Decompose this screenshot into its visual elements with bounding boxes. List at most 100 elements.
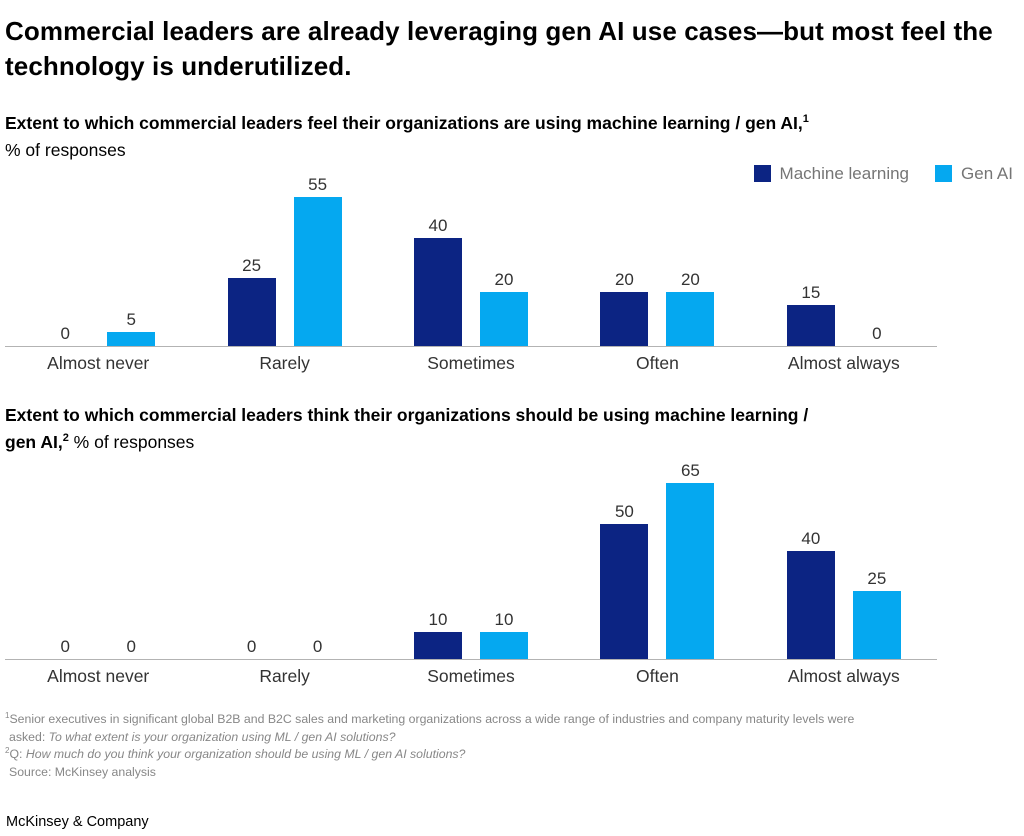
chart-2-title-units: % of responses — [68, 432, 195, 453]
bar-machine-learning — [414, 237, 463, 346]
value-label: 0 — [312, 637, 323, 657]
category-label: Almost never — [47, 666, 150, 687]
bar-gen-ai — [480, 632, 529, 660]
legend-item-machine-learning: Machine learning — [753, 163, 910, 184]
chart-1-title-units: % of responses — [5, 139, 126, 160]
bar-cell: 55 — [293, 174, 342, 346]
chart-1-plot-area: 0 5 25 55 40 20 20 20 15 0 — [5, 176, 937, 347]
value-label: 0 — [126, 637, 136, 657]
mckinsey-wordmark: McKinsey & Company — [6, 814, 149, 830]
bar-machine-learning — [600, 524, 649, 660]
bar-cell: 10 — [480, 610, 529, 660]
value-label: 40 — [801, 529, 821, 549]
category-label: Often — [636, 352, 679, 373]
category-label: Sometimes — [427, 352, 515, 373]
chart-2-title-footnote-marker: 2 — [62, 432, 69, 445]
chart-2-section: Extent to which commercial leaders think… — [5, 402, 1018, 687]
value-label: 20 — [494, 269, 514, 289]
chart-1-title-footnote-marker: 1 — [802, 112, 809, 125]
bar-cell: 40 — [786, 529, 835, 660]
bar-gen-ai — [293, 196, 342, 346]
chart-2-title: Extent to which commercial leaders think… — [5, 402, 1018, 456]
bar-group: 10 10 — [378, 462, 564, 660]
footnotes: 1Senior executives in significant global… — [5, 711, 1018, 781]
chart-2-title-bold-line1: Extent to which commercial leaders think… — [5, 404, 809, 425]
machine-learning-swatch-icon — [753, 165, 771, 183]
bar-group: 20 20 — [564, 176, 750, 346]
value-label: 10 — [494, 610, 514, 630]
bar-cell: 20 — [600, 271, 649, 346]
chart-1-title-bold: Extent to which commercial leaders feel … — [5, 112, 803, 133]
value-label: 65 — [680, 461, 700, 481]
chart-2: 0 0 0 0 10 10 50 65 40 25 Almost never Rarely Somet… — [5, 462, 937, 687]
bar-group: 40 20 — [378, 176, 564, 346]
bar-cell: 40 — [414, 215, 463, 346]
footnote-1-line-1: 1Senior executives in significant global… — [5, 711, 855, 727]
footnote-source: Source: McKinsey analysis — [9, 764, 156, 779]
bar-cell: 0 — [41, 325, 89, 346]
chart-2-x-axis-labels: Almost never Rarely Sometimes Often Almost a… — [5, 666, 937, 687]
bar-cell: 0 — [107, 638, 155, 659]
bar-cell: 0 — [41, 638, 89, 659]
bar-machine-learning — [414, 632, 463, 660]
legend-label-gen-ai: Gen AI — [961, 163, 1013, 183]
legend-item-gen-ai: Gen AI — [935, 164, 1013, 184]
value-label: 50 — [614, 502, 634, 522]
bar-cell: 20 — [666, 269, 715, 346]
bar-cell: 65 — [666, 461, 715, 660]
bar-cell: 0 — [853, 325, 901, 346]
category-label: Almost always — [787, 666, 900, 687]
bar-machine-learning — [600, 291, 649, 346]
bar-cell: 25 — [852, 569, 901, 660]
footnote-1-line-2: asked: To what extent is your organizati… — [9, 729, 396, 744]
bar-cell: 5 — [107, 309, 156, 346]
bar-cell: 0 — [228, 638, 276, 659]
value-label: 15 — [801, 282, 821, 302]
value-label: 5 — [126, 309, 136, 329]
bar-machine-learning — [227, 277, 276, 346]
value-label: 0 — [872, 323, 882, 343]
bar-cell: 15 — [786, 282, 835, 346]
value-label: 0 — [60, 323, 70, 343]
bar-cell: 10 — [414, 610, 463, 660]
chart-1-x-axis-labels: Almost never Rarely Sometimes Often Almost a… — [5, 353, 937, 374]
bar-gen-ai — [107, 331, 156, 346]
chart-2-title-bold-line2: gen AI, — [5, 432, 63, 453]
category-label: Almost never — [47, 352, 150, 373]
gen-ai-swatch-icon — [935, 165, 953, 183]
bar-group: 50 65 — [564, 461, 750, 660]
bar-gen-ai — [480, 291, 529, 346]
value-label: 25 — [242, 255, 262, 275]
bar-cell: 20 — [480, 269, 529, 346]
bar-gen-ai — [852, 591, 901, 660]
value-label: 20 — [680, 269, 700, 289]
value-label: 40 — [428, 215, 448, 235]
footnote-2: 2Q: How much do you think your organizat… — [5, 745, 466, 762]
category-label: Sometimes — [427, 666, 515, 687]
chart-1: Machine learning Gen AI 0 5 25 55 40 20 20 20 15… — [5, 164, 1013, 374]
legend-label-machine-learning: Machine learning — [779, 163, 910, 183]
page-title: Commercial leaders are already leveragin… — [5, 16, 993, 81]
bar-cell: 50 — [600, 502, 649, 660]
chart-1-title: Extent to which commercial leaders feel … — [5, 110, 1018, 164]
chart-legend: Machine learning Gen AI — [753, 163, 1013, 184]
bar-machine-learning — [786, 304, 835, 346]
category-label: Rarely — [259, 666, 310, 687]
chart-1-section: Extent to which commercial leaders feel … — [5, 110, 1018, 374]
bar-machine-learning — [786, 551, 835, 660]
bar-group: 25 55 — [191, 176, 377, 346]
value-label: 0 — [60, 637, 70, 657]
bar-group: 40 25 — [751, 462, 937, 660]
bar-gen-ai — [666, 483, 715, 660]
value-label: 10 — [428, 610, 448, 630]
category-label: Often — [636, 666, 679, 687]
category-label: Rarely — [259, 352, 310, 373]
chart-2-plot-area: 0 0 0 0 10 10 50 65 40 25 — [5, 461, 937, 661]
value-label: 55 — [308, 174, 328, 194]
value-label: 25 — [867, 569, 887, 589]
bar-cell: 0 — [294, 638, 342, 659]
